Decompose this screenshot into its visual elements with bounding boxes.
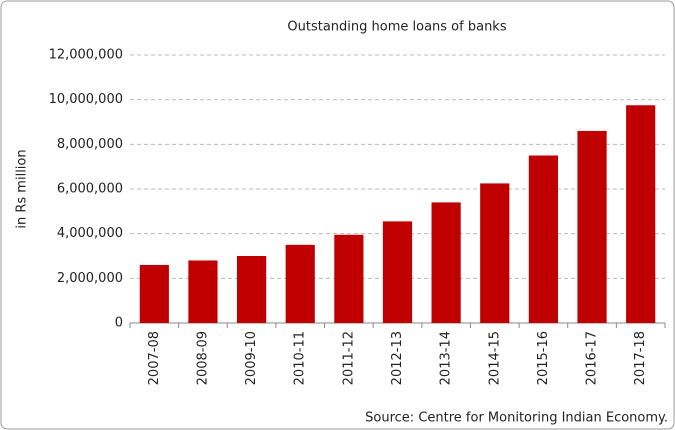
bar (139, 264, 169, 323)
bar (188, 260, 218, 323)
y-axis-label: in Rs million (15, 149, 30, 228)
x-tick-label: 2007-08 (147, 331, 162, 385)
bar (480, 183, 510, 323)
x-tick-label: 2011-12 (341, 331, 356, 385)
bar (382, 221, 413, 323)
chart-title: Outstanding home loans of banks (287, 20, 506, 35)
bar (285, 244, 315, 323)
x-tick-label: 2017-18 (633, 331, 648, 385)
x-tick-label: 2008-09 (195, 331, 210, 385)
bar (626, 105, 656, 323)
x-tick-label: 2010-11 (293, 331, 308, 385)
x-tick-label: 2015-16 (536, 331, 551, 385)
y-tick-label: 4,000,000 (57, 226, 123, 241)
x-tick-label: 2009-10 (244, 331, 259, 385)
bar (237, 256, 267, 323)
x-tick-label: 2012-13 (390, 331, 405, 385)
y-tick-label: 12,000,000 (49, 48, 123, 63)
y-tick-label: 6,000,000 (57, 182, 123, 197)
bar (334, 234, 364, 323)
y-tick-label: 2,000,000 (57, 271, 123, 286)
y-tick-label: 0 (115, 316, 123, 331)
bar (528, 155, 558, 323)
bar (431, 202, 461, 323)
y-tick-label: 8,000,000 (57, 137, 123, 152)
source-note: Source: Centre for Monitoring Indian Eco… (365, 411, 668, 426)
x-tick-label: 2014-15 (487, 331, 502, 385)
x-tick-label: 2013-14 (439, 331, 454, 385)
x-tick-label: 2016-17 (585, 331, 600, 385)
bar (577, 130, 607, 323)
y-tick-label: 10,000,000 (49, 92, 123, 107)
